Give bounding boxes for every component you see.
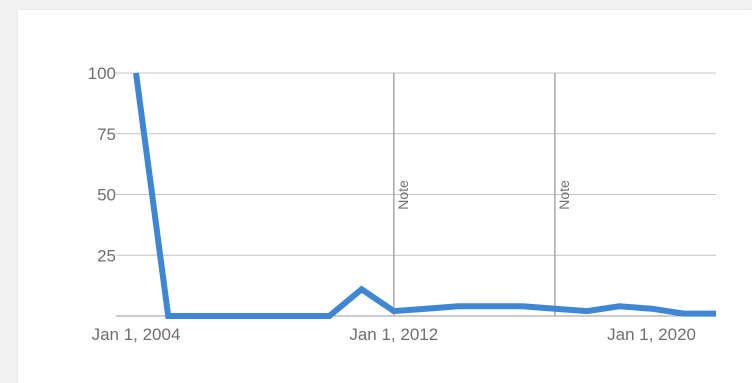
x-tick-label: Jan 1, 2020 [607, 325, 696, 344]
y-tick-label: 100 [88, 64, 116, 83]
annotation-label: Note [556, 180, 572, 210]
annotation-label: Note [395, 180, 411, 210]
x-axis: Jan 1, 2004 Jan 1, 2012 Jan 1, 2020 [92, 325, 696, 344]
x-tick-label: Jan 1, 2012 [349, 325, 438, 344]
x-tick-label: Jan 1, 2004 [92, 325, 181, 344]
chart-card: Note Note 25 50 75 100 Jan 1, 2004 Jan 1, 201… [18, 10, 752, 383]
series-layer [133, 72, 717, 319]
line-chart: Note Note 25 50 75 100 Jan 1, 2004 Jan 1, 201… [88, 64, 717, 344]
grid-lines [116, 72, 716, 317]
y-tick-label: 50 [97, 186, 116, 205]
annotation-lines: Note Note [393, 73, 572, 316]
y-tick-label: 25 [97, 246, 116, 265]
y-tick-label: 75 [97, 125, 116, 144]
y-axis: 25 50 75 100 [88, 64, 116, 265]
